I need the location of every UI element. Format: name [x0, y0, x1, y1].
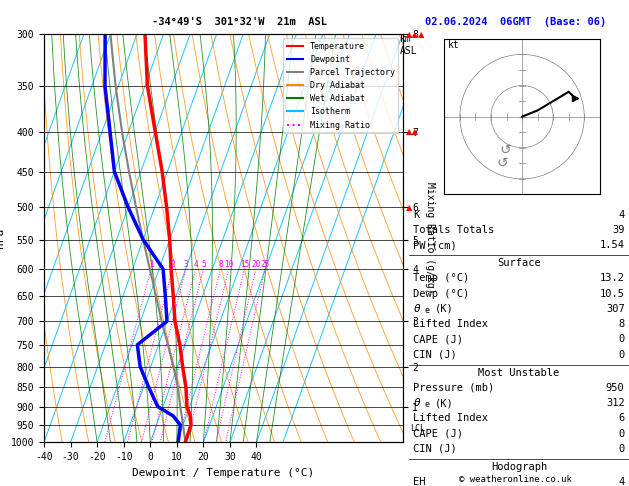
Text: 20: 20 [251, 260, 260, 269]
Text: Dewp (°C): Dewp (°C) [413, 289, 469, 298]
Text: (K): (K) [435, 304, 454, 314]
X-axis label: Dewpoint / Temperature (°C): Dewpoint / Temperature (°C) [132, 468, 314, 478]
Text: 5: 5 [201, 260, 206, 269]
Text: ▲: ▲ [406, 203, 412, 212]
Text: 39: 39 [612, 225, 625, 235]
Text: 8: 8 [218, 260, 223, 269]
Text: Lifted Index: Lifted Index [413, 413, 488, 423]
Text: θ: θ [413, 304, 420, 314]
Text: CAPE (J): CAPE (J) [413, 429, 463, 438]
Text: Hodograph: Hodograph [491, 462, 547, 472]
Text: $\circlearrowleft$: $\circlearrowleft$ [497, 143, 513, 157]
Text: 02.06.2024  06GMT  (Base: 06): 02.06.2024 06GMT (Base: 06) [425, 17, 606, 27]
Text: 15: 15 [240, 260, 249, 269]
Text: 0: 0 [618, 444, 625, 454]
Text: $\circlearrowleft$: $\circlearrowleft$ [494, 156, 509, 170]
Text: EH: EH [413, 477, 426, 486]
Text: 307: 307 [606, 304, 625, 314]
Text: 13.2: 13.2 [599, 274, 625, 283]
Text: kt: kt [447, 40, 459, 50]
Text: 1: 1 [148, 260, 153, 269]
Text: θ: θ [413, 398, 420, 408]
Y-axis label: hPa: hPa [0, 228, 5, 248]
Text: CIN (J): CIN (J) [413, 444, 457, 454]
Text: Totals Totals: Totals Totals [413, 225, 494, 235]
Text: ▲▲▲: ▲▲▲ [406, 30, 425, 38]
Text: 4: 4 [193, 260, 198, 269]
Text: LCL: LCL [409, 424, 425, 433]
Text: Surface: Surface [497, 258, 541, 268]
Text: 25: 25 [260, 260, 270, 269]
Legend: Temperature, Dewpoint, Parcel Trajectory, Dry Adiabat, Wet Adiabat, Isotherm, Mi: Temperature, Dewpoint, Parcel Trajectory… [284, 38, 398, 133]
Text: 312: 312 [606, 398, 625, 408]
Text: 950: 950 [606, 383, 625, 393]
Text: © weatheronline.co.uk: © weatheronline.co.uk [459, 474, 572, 484]
Text: Pressure (mb): Pressure (mb) [413, 383, 494, 393]
Text: 0: 0 [618, 429, 625, 438]
Text: 10: 10 [224, 260, 233, 269]
Text: 4: 4 [618, 209, 625, 220]
Text: 1.54: 1.54 [599, 240, 625, 250]
Text: Lifted Index: Lifted Index [413, 319, 488, 329]
Y-axis label: Mixing Ratio (g/kg): Mixing Ratio (g/kg) [425, 182, 435, 294]
Text: 6: 6 [618, 413, 625, 423]
Text: Temp (°C): Temp (°C) [413, 274, 469, 283]
Text: -34°49'S  301°32'W  21m  ASL: -34°49'S 301°32'W 21m ASL [152, 17, 326, 27]
Text: e: e [425, 306, 429, 315]
Text: ▲▲: ▲▲ [406, 127, 419, 136]
Text: 0: 0 [618, 334, 625, 344]
Text: K: K [413, 209, 420, 220]
Text: 3: 3 [184, 260, 188, 269]
Text: (K): (K) [435, 398, 454, 408]
Text: 0: 0 [618, 349, 625, 360]
Text: 2: 2 [170, 260, 175, 269]
Text: km
ASL: km ASL [399, 34, 417, 55]
Text: Most Unstable: Most Unstable [478, 367, 560, 378]
Text: PW (cm): PW (cm) [413, 240, 457, 250]
Text: CAPE (J): CAPE (J) [413, 334, 463, 344]
Text: e: e [425, 400, 429, 409]
Text: 10.5: 10.5 [599, 289, 625, 298]
Text: CIN (J): CIN (J) [413, 349, 457, 360]
Text: 4: 4 [618, 477, 625, 486]
Text: 8: 8 [618, 319, 625, 329]
